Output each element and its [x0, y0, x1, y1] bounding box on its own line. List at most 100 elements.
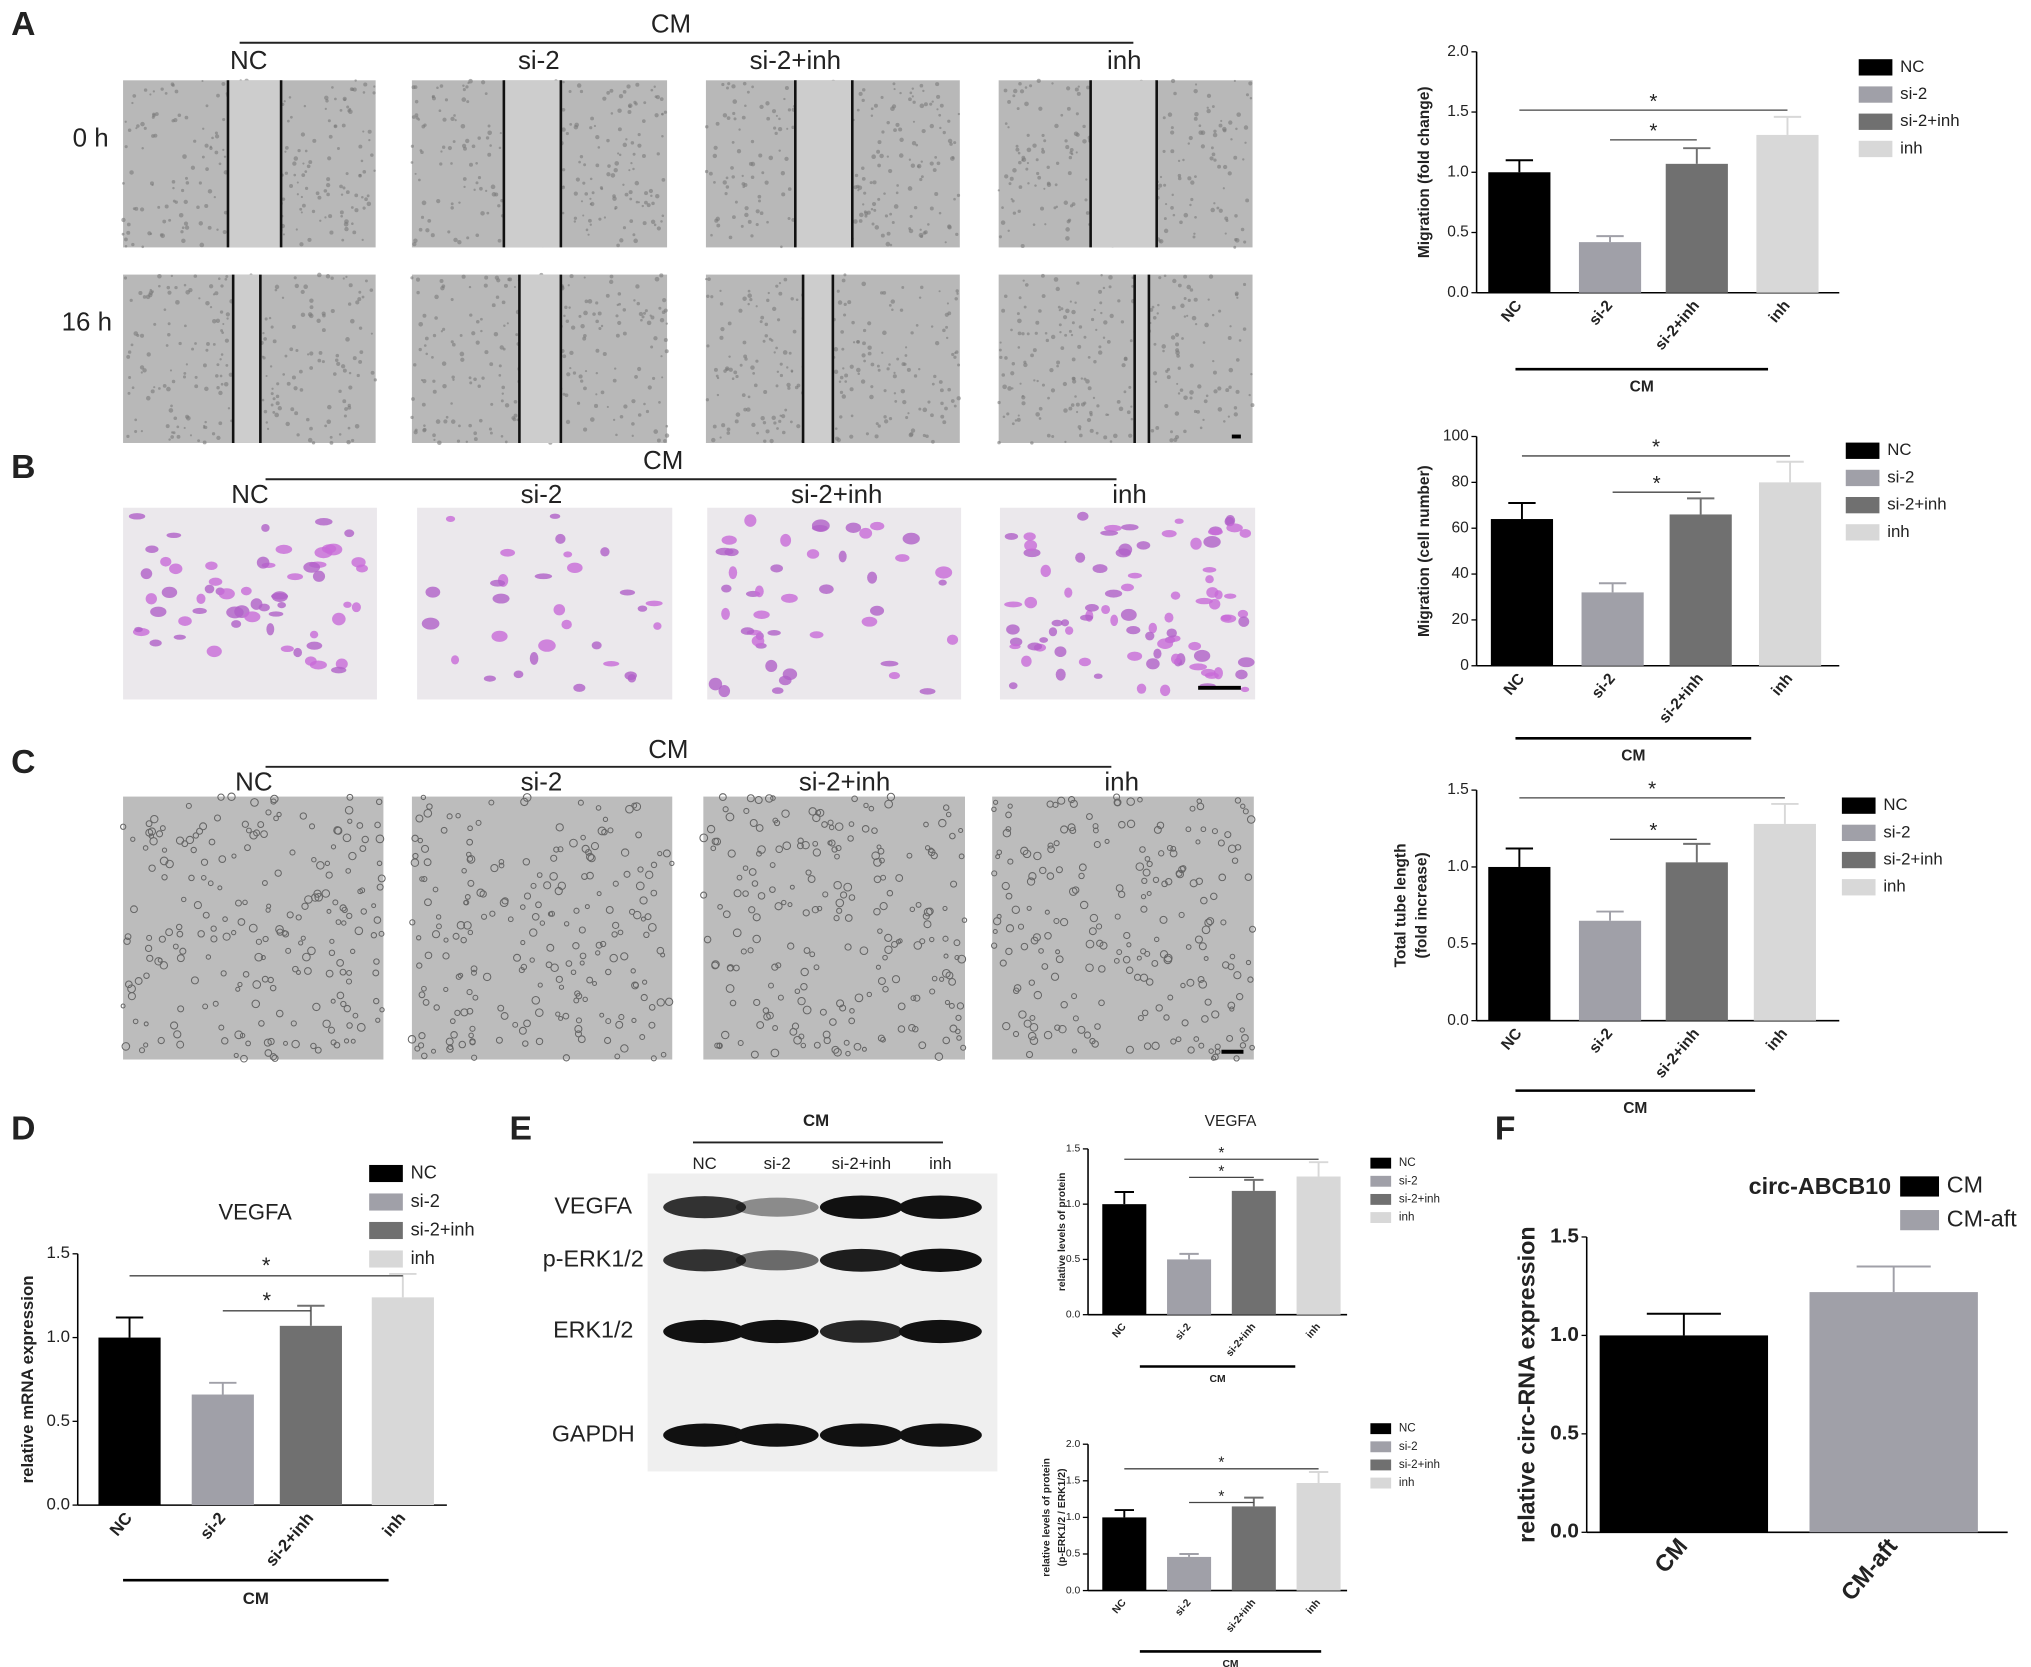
cell — [1234, 238, 1238, 242]
cell — [637, 143, 642, 148]
cell — [634, 180, 640, 186]
cell — [1029, 1014, 1036, 1021]
cell — [153, 322, 157, 326]
cell — [642, 221, 647, 226]
cell — [165, 424, 170, 429]
cell — [957, 363, 961, 367]
cell — [1017, 209, 1021, 213]
cell — [1156, 821, 1165, 830]
cell — [833, 347, 839, 352]
cell — [730, 166, 734, 170]
cell — [776, 370, 780, 373]
cell — [936, 94, 941, 99]
cell — [270, 794, 279, 804]
cell — [359, 350, 364, 355]
cell — [442, 327, 446, 331]
cell — [457, 240, 462, 245]
significance-label: * — [1652, 436, 1660, 459]
cell — [300, 289, 305, 295]
cell — [932, 168, 937, 172]
cell — [305, 417, 310, 422]
cell — [1043, 187, 1046, 190]
cell — [609, 953, 618, 963]
cell — [281, 296, 285, 299]
cell — [870, 362, 875, 367]
cell — [491, 192, 497, 197]
cell — [1043, 139, 1047, 143]
cell — [346, 1022, 353, 1029]
cell — [414, 113, 419, 118]
cell — [568, 90, 572, 94]
cell — [215, 374, 219, 378]
cell — [999, 959, 1007, 967]
cell — [1075, 552, 1086, 563]
cell — [637, 605, 648, 612]
cell — [1225, 388, 1230, 393]
cell — [945, 811, 952, 818]
cell — [721, 1030, 730, 1040]
cell — [589, 177, 593, 181]
cell — [748, 906, 756, 914]
cell — [1085, 939, 1095, 949]
cell — [122, 182, 125, 185]
cell — [215, 318, 221, 323]
cell — [321, 360, 325, 364]
cell — [522, 793, 532, 802]
cell — [183, 371, 187, 375]
x-tick-label: si-2+inh — [262, 1509, 318, 1570]
cell — [876, 364, 880, 368]
cell — [1113, 793, 1121, 801]
cell — [1190, 197, 1194, 202]
cell — [733, 370, 738, 375]
cell — [535, 901, 542, 909]
cell — [877, 1034, 885, 1042]
cell — [200, 858, 209, 866]
cell — [1035, 320, 1040, 325]
cell — [1242, 327, 1247, 331]
cell — [500, 435, 504, 438]
cell — [142, 368, 147, 373]
cell — [727, 321, 732, 326]
cell — [291, 375, 296, 380]
cell — [292, 161, 297, 166]
cell — [523, 1019, 531, 1028]
cell — [245, 827, 252, 834]
cell — [199, 822, 208, 831]
cell — [252, 980, 262, 989]
cell — [1233, 1055, 1240, 1062]
cell — [893, 204, 899, 209]
cell — [1026, 905, 1032, 911]
cell — [326, 908, 332, 914]
cell — [1245, 959, 1252, 966]
cell — [1159, 915, 1168, 924]
cell — [413, 430, 418, 435]
cell — [947, 387, 951, 392]
cell — [275, 544, 293, 554]
cell — [908, 227, 912, 230]
cell — [766, 220, 769, 224]
cell — [1125, 1045, 1134, 1054]
cell — [1194, 175, 1197, 178]
cell — [1077, 344, 1082, 349]
chart-title: circ-ABCB10 — [1749, 1173, 1891, 1199]
cell — [956, 1035, 962, 1041]
cell — [350, 206, 354, 209]
legend-label: si-2 — [1883, 822, 1910, 841]
cell — [515, 333, 519, 337]
cell — [665, 424, 669, 428]
cell — [1005, 826, 1012, 832]
cell — [906, 367, 911, 372]
cell — [152, 90, 155, 93]
cell — [561, 107, 566, 112]
cell — [1175, 350, 1180, 356]
cell — [487, 152, 492, 157]
bar — [1665, 163, 1728, 293]
cell — [145, 294, 151, 300]
scratch-gap — [233, 274, 261, 443]
cell — [168, 438, 171, 441]
cell — [1170, 591, 1181, 600]
cell — [888, 363, 891, 366]
cell — [178, 341, 182, 346]
cell — [652, 376, 656, 380]
cell — [1171, 305, 1176, 310]
